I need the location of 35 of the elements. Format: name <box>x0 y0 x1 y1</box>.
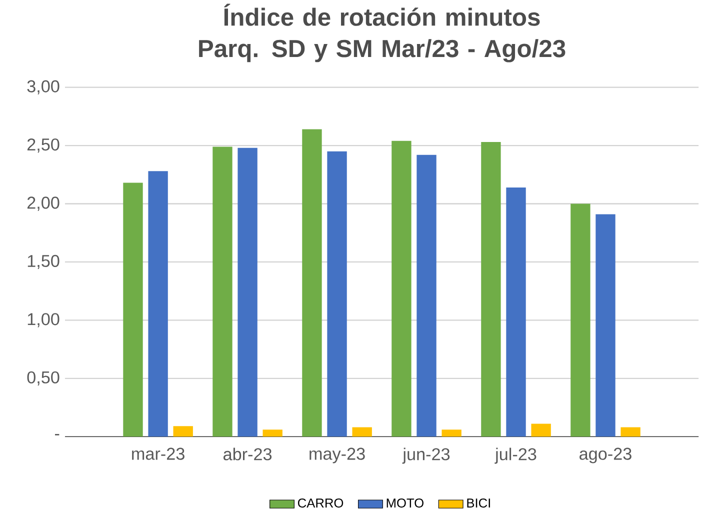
bar <box>570 204 590 437</box>
bar <box>352 427 372 437</box>
y-tick-label: 0,50 <box>27 371 60 386</box>
chart-title: Índice de rotación minutos Parq. SD y SM Mar/23 - Ago/23 <box>199 4 566 62</box>
legend-label: BICI <box>467 498 490 508</box>
legend-label: MOTO <box>386 498 424 508</box>
y-tick-label: 2,50 <box>27 138 60 153</box>
x-tick-label: jun-23 <box>402 448 450 464</box>
bar <box>620 427 640 437</box>
bar <box>596 214 616 437</box>
y-tick-label: - <box>55 434 60 436</box>
bar <box>302 129 322 437</box>
x-tick-label: abr-23 <box>224 448 272 460</box>
y-tick-label: 1,00 <box>28 313 60 328</box>
bar <box>481 142 501 437</box>
legend-label: CARRO <box>298 498 344 508</box>
y-tick-label: 2,00 <box>27 196 60 211</box>
bar <box>442 430 462 437</box>
x-tick-label: mar-23 <box>132 448 184 460</box>
bar <box>327 151 347 437</box>
bar <box>392 140 412 437</box>
x-tick-label: may-23 <box>310 448 365 464</box>
x-tick-label: jul-23 <box>494 448 536 464</box>
bar <box>238 148 258 437</box>
bar <box>531 424 551 437</box>
bar <box>416 154 436 437</box>
bar <box>123 182 143 437</box>
x-tick-label: ago-23 <box>580 448 632 464</box>
bar <box>148 171 168 437</box>
bar <box>506 187 526 437</box>
bar <box>173 426 193 437</box>
bar <box>262 430 282 437</box>
y-tick-label: 3,00 <box>27 80 60 94</box>
bar <box>212 146 232 437</box>
y-tick-label: 1,50 <box>28 254 60 270</box>
